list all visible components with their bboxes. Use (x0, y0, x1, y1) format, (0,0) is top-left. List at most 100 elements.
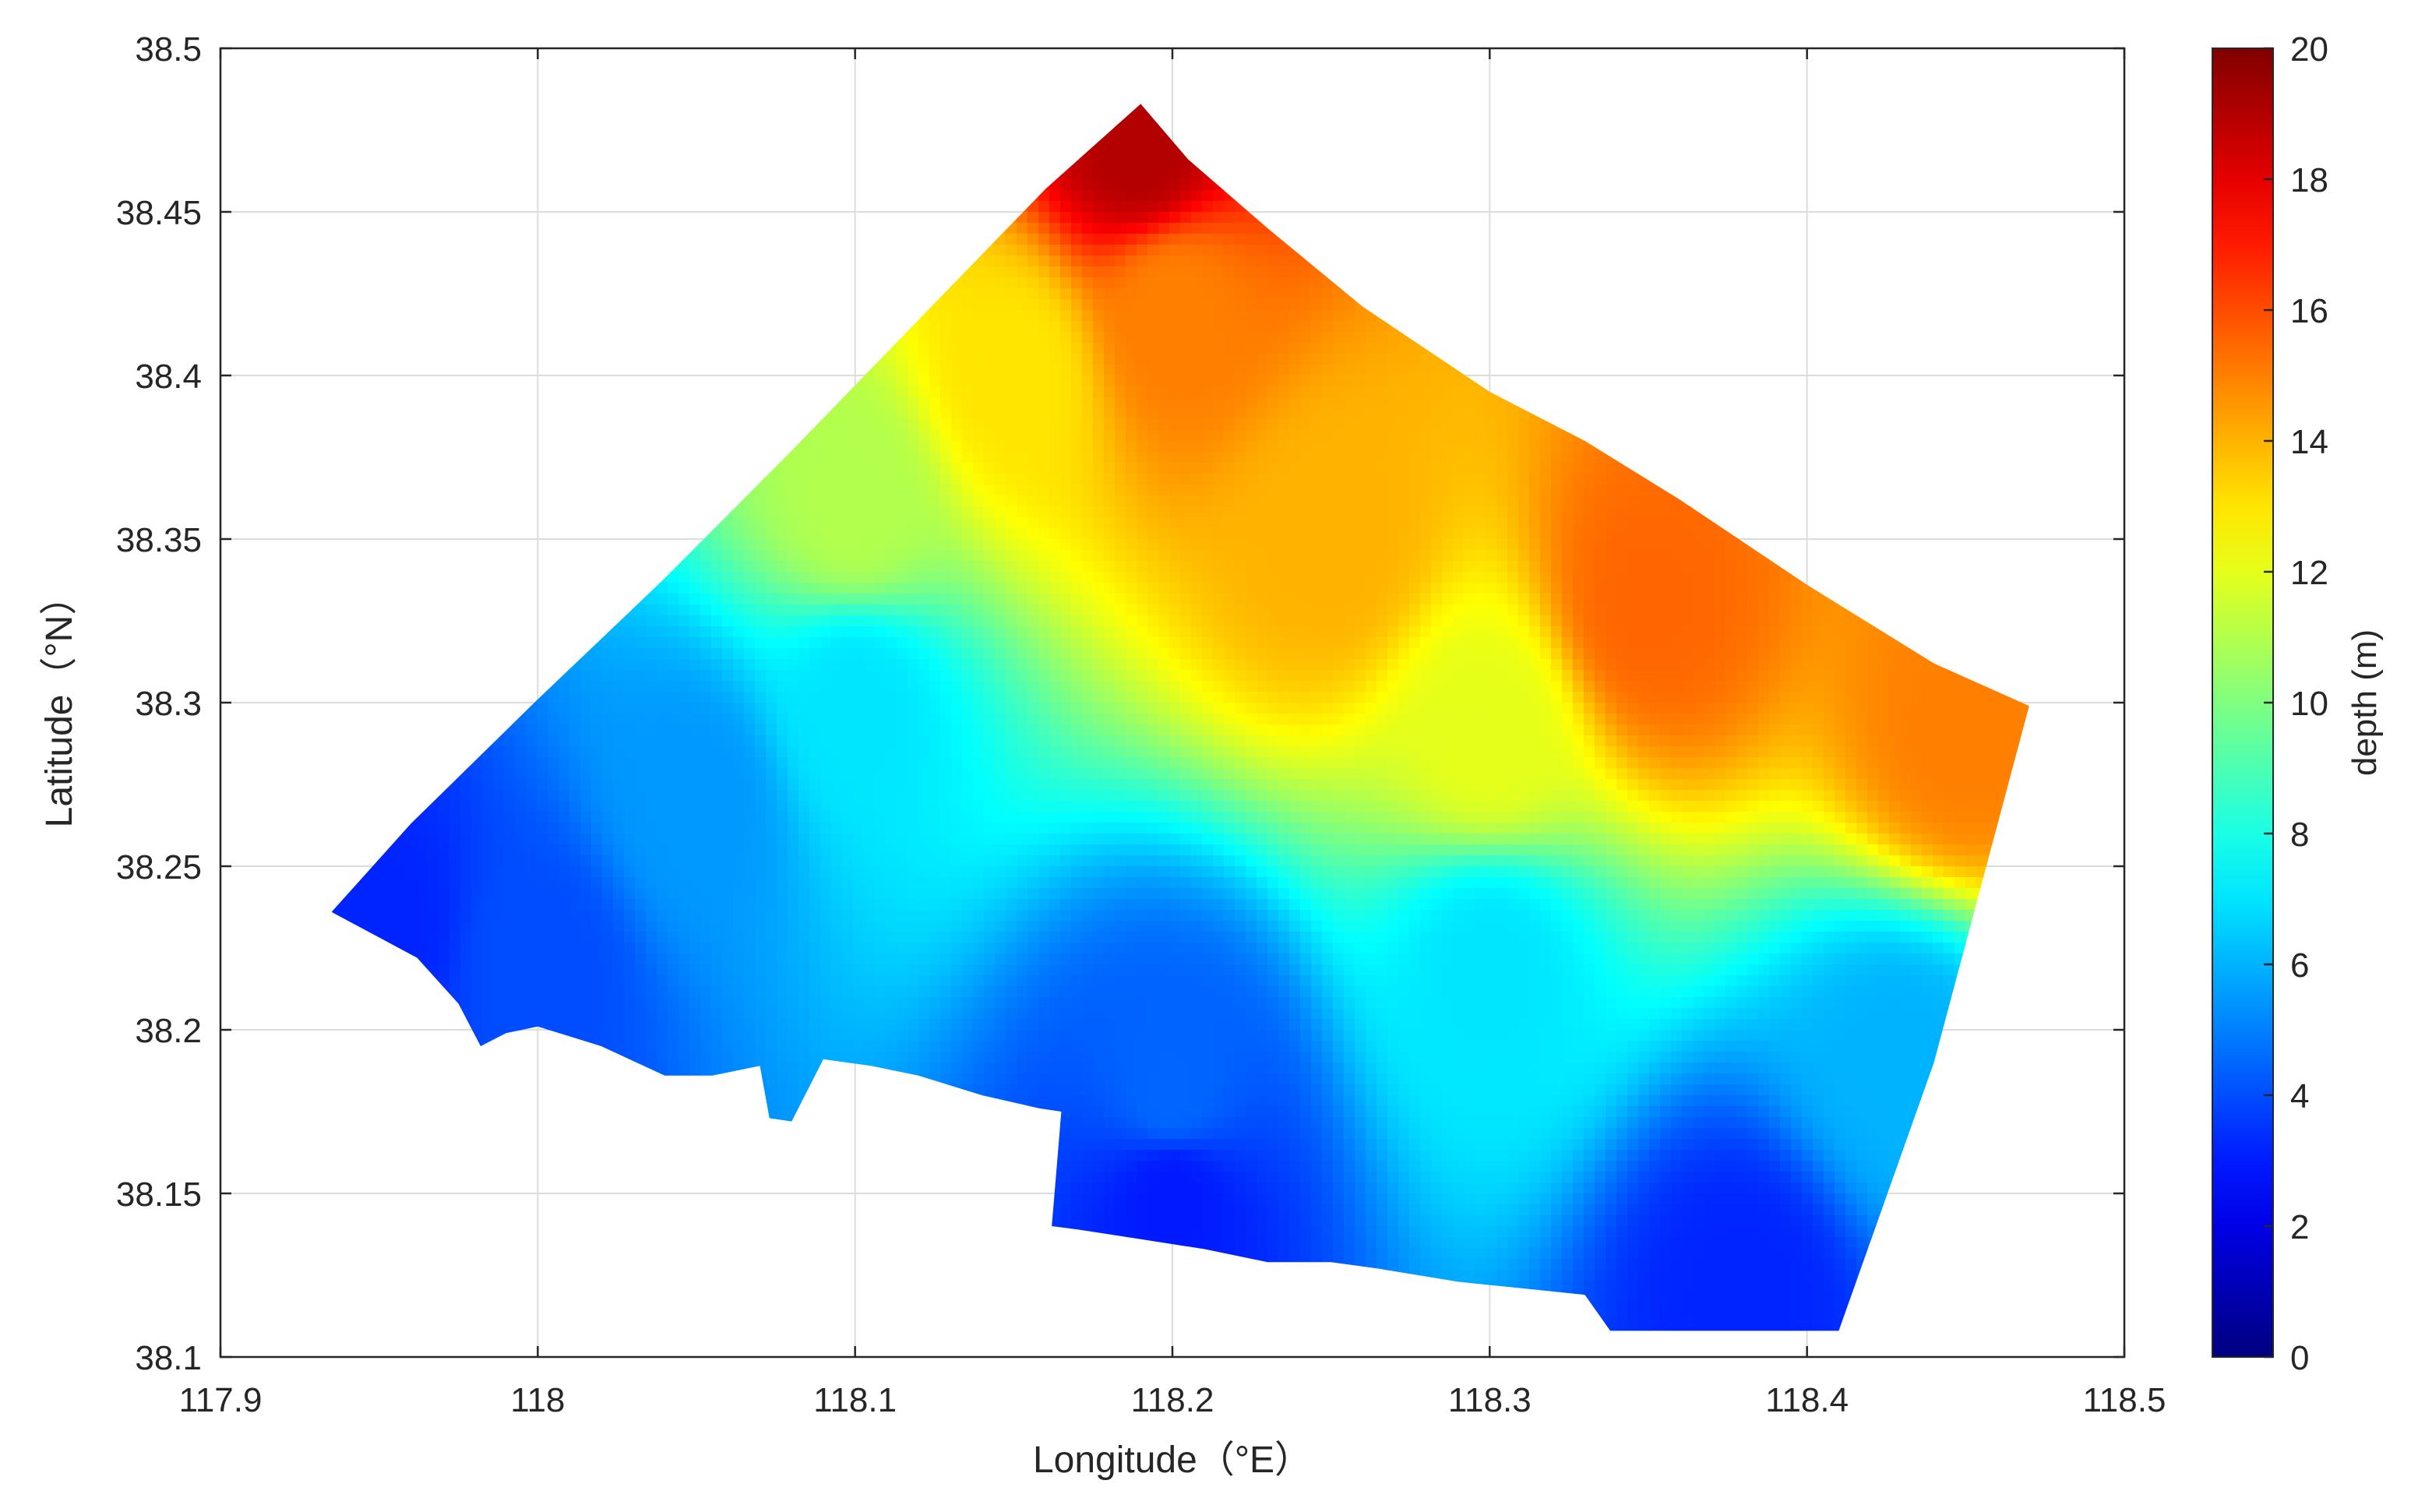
depth-cell (362, 932, 374, 943)
depth-cell (319, 1095, 330, 1107)
depth-cell (493, 1346, 505, 1358)
depth-cell (220, 103, 232, 115)
depth-cell (319, 277, 330, 289)
depth-cell (340, 714, 352, 725)
depth-cell (635, 136, 647, 147)
depth-cell (417, 1106, 428, 1118)
depth-cell (624, 1215, 636, 1227)
depth-cell (548, 1117, 559, 1129)
depth-cell (286, 1182, 298, 1194)
depth-cell (526, 615, 538, 627)
depth-cell (646, 332, 657, 344)
depth-cell (460, 234, 472, 245)
depth-cell (395, 1226, 407, 1238)
depth-cell (504, 986, 516, 998)
depth-cell (591, 921, 603, 932)
depth-cell (569, 844, 581, 856)
depth-cell (526, 179, 538, 191)
depth-cell (264, 1073, 276, 1085)
depth-cell (504, 157, 516, 169)
depth-cell (395, 1313, 407, 1325)
depth-cell (340, 1030, 352, 1041)
depth-cell (220, 517, 232, 529)
depth-cell (286, 463, 298, 474)
depth-cell (613, 463, 625, 474)
depth-cell (362, 485, 374, 496)
depth-cell (591, 1237, 603, 1249)
depth-cell (449, 343, 461, 354)
depth-cell (668, 70, 679, 82)
depth-cell (319, 528, 330, 540)
depth-cell (351, 528, 363, 540)
depth-cell (515, 1335, 527, 1347)
depth-cell (668, 310, 679, 322)
depth-cell (362, 212, 374, 224)
depth-cell (548, 419, 559, 431)
depth-cell (613, 157, 625, 169)
depth-cell (362, 397, 374, 409)
depth-cell (231, 812, 243, 823)
depth-cell (351, 190, 363, 202)
depth-cell (340, 943, 352, 954)
depth-cell (417, 1270, 428, 1281)
depth-cell (231, 179, 243, 191)
depth-cell (384, 1324, 396, 1331)
depth-cell (220, 485, 232, 496)
depth-cell (340, 583, 352, 594)
depth-cell (331, 648, 341, 660)
depth-cell (220, 594, 232, 605)
depth-cell (395, 975, 407, 987)
depth-cell (559, 1215, 570, 1227)
depth-cell (253, 485, 265, 496)
depth-cell (220, 201, 232, 213)
depth-cell (504, 768, 516, 780)
depth-cell (297, 375, 308, 387)
depth-cell (504, 801, 516, 812)
depth-cell (297, 637, 308, 649)
depth-cell (613, 1324, 625, 1331)
depth-cell (482, 1019, 494, 1031)
depth-cell (439, 724, 450, 736)
depth-cell (351, 81, 363, 93)
depth-cell (242, 801, 254, 812)
depth-cell (449, 1313, 461, 1325)
depth-cell (439, 637, 450, 649)
depth-cell (460, 354, 472, 365)
depth-cell (351, 1324, 363, 1331)
depth-cell (406, 1117, 418, 1129)
depth-cell (384, 1128, 396, 1140)
depth-cell (504, 1335, 516, 1347)
depth-cell (319, 430, 330, 442)
depth-cell (471, 70, 483, 82)
depth-cell (264, 1313, 276, 1325)
depth-cell (559, 921, 570, 932)
depth-cell (668, 539, 679, 551)
depth-cell (548, 604, 559, 616)
depth-cell (515, 430, 527, 442)
depth-cell (220, 888, 232, 900)
depth-cell (242, 670, 254, 682)
depth-cell (602, 1052, 614, 1063)
depth-cell (526, 757, 538, 769)
depth-cell (417, 670, 428, 682)
depth-cell (482, 441, 494, 453)
depth-cell (253, 648, 265, 660)
depth-cell (449, 964, 461, 976)
depth-cell (428, 81, 439, 93)
depth-cell (264, 70, 276, 82)
depth-cell (449, 888, 461, 900)
depth-cell (482, 365, 494, 376)
depth-cell (308, 408, 319, 420)
depth-cell (373, 583, 385, 594)
depth-cell (580, 714, 592, 725)
depth-cell (428, 1063, 439, 1074)
depth-cell (340, 550, 352, 562)
depth-cell (417, 855, 428, 867)
depth-cell (493, 768, 505, 780)
depth-cell (351, 179, 363, 191)
depth-cell (275, 844, 287, 856)
depth-cell (624, 1172, 636, 1183)
depth-cell (351, 550, 363, 562)
depth-cell (242, 1150, 254, 1161)
depth-cell (220, 910, 232, 922)
